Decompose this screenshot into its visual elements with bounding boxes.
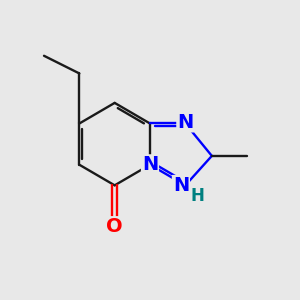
- Text: H: H: [190, 187, 204, 205]
- Text: N: N: [142, 155, 158, 174]
- Text: N: N: [173, 176, 189, 195]
- Text: O: O: [106, 217, 123, 236]
- Text: N: N: [177, 112, 194, 131]
